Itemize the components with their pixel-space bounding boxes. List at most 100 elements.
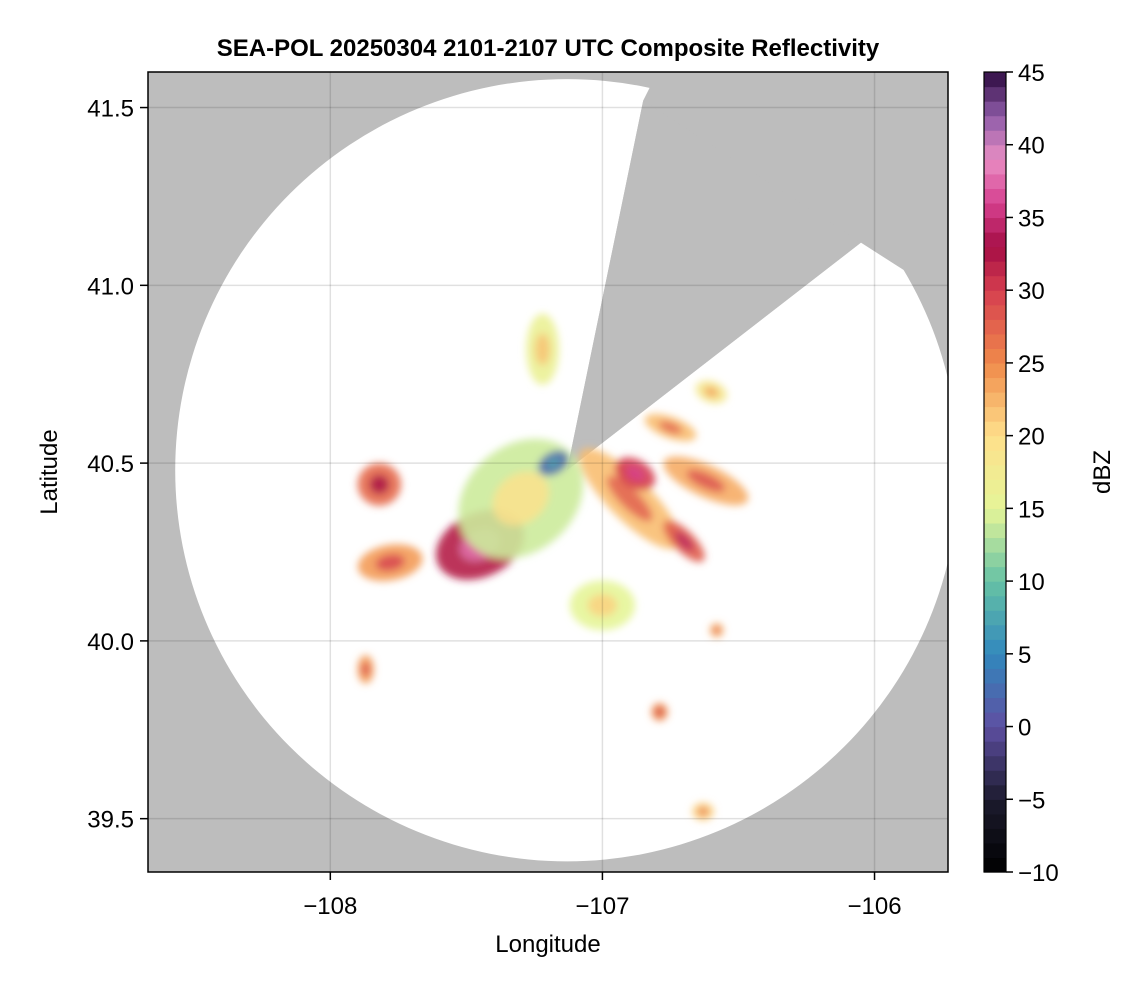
colorbar-step bbox=[984, 595, 1006, 611]
colorbar-step bbox=[984, 712, 1006, 728]
echo-core bbox=[546, 457, 561, 469]
colorbar-step bbox=[984, 159, 1006, 175]
colorbar-step bbox=[984, 653, 1006, 669]
colorbar-step bbox=[984, 377, 1006, 393]
x-tick-label: −106 bbox=[847, 893, 901, 920]
colorbar-step bbox=[984, 464, 1006, 480]
colorbar-step bbox=[984, 755, 1006, 771]
y-axis: 39.5 40.0 40.5 41.0 41.5 bbox=[87, 96, 148, 834]
colorbar-step bbox=[984, 406, 1006, 422]
colorbar-step bbox=[984, 682, 1006, 699]
echo-core bbox=[658, 421, 683, 434]
colorbar-step bbox=[984, 770, 1006, 786]
plot-frame bbox=[147, 71, 949, 873]
colorbar-tick-label: 20 bbox=[1018, 424, 1045, 451]
colorbar-step bbox=[984, 479, 1006, 495]
colorbar-step bbox=[984, 275, 1006, 291]
colorbar-step bbox=[984, 421, 1006, 437]
echo-core bbox=[492, 471, 549, 526]
plot-area bbox=[147, 71, 949, 873]
colorbar-label: dBZ bbox=[1089, 450, 1116, 494]
colorbar-step bbox=[984, 290, 1006, 306]
colorbar-step bbox=[984, 741, 1006, 757]
colorbar-step bbox=[984, 697, 1006, 713]
echo-core bbox=[587, 594, 618, 617]
colorbar-step bbox=[984, 319, 1006, 335]
echo-layer bbox=[357, 313, 749, 821]
colorbar-step bbox=[984, 333, 1006, 349]
colorbar-step bbox=[984, 668, 1006, 684]
colorbar-step bbox=[984, 115, 1006, 131]
colorbar: 45 40 35 30 25 20 15 10 5 0 −5 −10 dBZ bbox=[983, 60, 1116, 887]
colorbar-tick-label: 25 bbox=[1018, 351, 1045, 378]
y-tick-label: 39.5 bbox=[87, 807, 134, 834]
colorbar-step bbox=[984, 362, 1006, 379]
colorbar-step bbox=[984, 72, 1006, 88]
colorbar-step bbox=[984, 348, 1006, 364]
colorbar-step bbox=[984, 828, 1006, 844]
colorbar-step bbox=[984, 508, 1006, 524]
colorbar-step bbox=[984, 581, 1006, 597]
colorbar-step bbox=[984, 566, 1006, 582]
colorbar-tick-label: 10 bbox=[1018, 569, 1045, 596]
echo-core bbox=[375, 554, 405, 571]
chart-title: SEA-POL 20250304 2101-2107 UTC Composite… bbox=[217, 35, 880, 62]
colorbar-step bbox=[984, 392, 1006, 408]
colorbar-step bbox=[984, 493, 1006, 509]
echo-core bbox=[686, 469, 725, 492]
colorbar-step bbox=[984, 537, 1006, 553]
echo-core bbox=[674, 532, 694, 551]
colorbar-step bbox=[984, 144, 1006, 160]
colorbar-step bbox=[984, 857, 1006, 873]
echo-core bbox=[713, 627, 720, 634]
colorbar-step bbox=[984, 101, 1006, 117]
colorbar-step bbox=[984, 217, 1006, 233]
echo-core bbox=[535, 333, 550, 366]
echo-core bbox=[362, 662, 370, 676]
colorbar-ticks: 45 40 35 30 25 20 15 10 5 0 −5 −10 bbox=[1006, 60, 1059, 887]
colorbar-step bbox=[984, 232, 1006, 248]
beam-blocked-sector-mask bbox=[567, 100, 861, 471]
colorbar-step bbox=[984, 784, 1006, 800]
echo-core bbox=[704, 386, 719, 398]
colorbar-step bbox=[984, 842, 1006, 859]
colorbar-step bbox=[984, 624, 1006, 640]
colorbar-tick-label: 5 bbox=[1018, 642, 1031, 669]
colorbar-steps bbox=[984, 72, 1006, 873]
echo-core bbox=[626, 466, 645, 482]
colorbar-tick-label: −5 bbox=[1018, 787, 1045, 814]
x-axis-label: Longitude bbox=[495, 931, 600, 958]
y-axis-label: Latitude bbox=[36, 429, 63, 514]
colorbar-step bbox=[984, 304, 1006, 320]
colorbar-step bbox=[984, 522, 1006, 539]
colorbar-step bbox=[984, 726, 1006, 742]
colorbar-step bbox=[984, 173, 1006, 189]
x-axis: −108 −107 −106 bbox=[303, 872, 902, 920]
colorbar-step bbox=[984, 610, 1006, 626]
colorbar-step bbox=[984, 435, 1006, 451]
colorbar-step bbox=[984, 552, 1006, 568]
colorbar-step bbox=[984, 246, 1006, 262]
echo-core bbox=[606, 475, 653, 522]
colorbar-frame bbox=[983, 71, 1007, 873]
grid bbox=[148, 72, 948, 872]
colorbar-step bbox=[984, 261, 1006, 277]
colorbar-step bbox=[984, 86, 1006, 102]
colorbar-step bbox=[984, 188, 1006, 204]
colorbar-tick-label: 40 bbox=[1018, 133, 1045, 160]
x-tick-label: −107 bbox=[575, 893, 629, 920]
y-tick-label: 40.0 bbox=[87, 629, 134, 656]
colorbar-tick-label: −10 bbox=[1018, 860, 1059, 887]
y-tick-label: 41.0 bbox=[87, 273, 134, 300]
colorbar-step bbox=[984, 202, 1006, 219]
echo-core bbox=[655, 708, 664, 716]
x-tick-label: −108 bbox=[303, 893, 357, 920]
colorbar-tick-label: 30 bbox=[1018, 278, 1045, 305]
echo-core bbox=[369, 474, 390, 495]
y-tick-label: 40.5 bbox=[87, 451, 134, 478]
colorbar-tick-label: 45 bbox=[1018, 60, 1045, 87]
colorbar-step bbox=[984, 813, 1006, 829]
colorbar-step bbox=[984, 639, 1006, 655]
echo-core bbox=[698, 807, 708, 816]
colorbar-tick-label: 0 bbox=[1018, 715, 1031, 742]
